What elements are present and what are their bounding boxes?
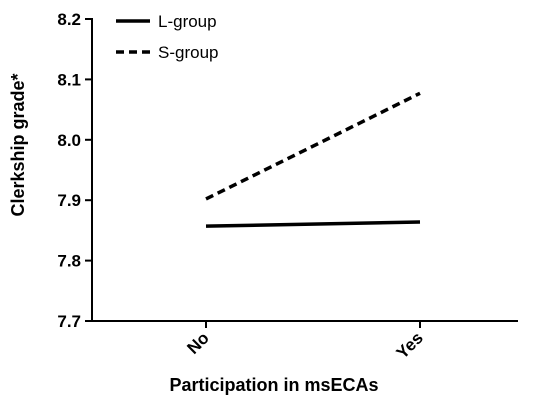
y-tick-label: 8.2 <box>57 10 81 29</box>
series-line-l-group <box>205 220 421 228</box>
y-axis-title: Clerkship grade* <box>8 73 28 216</box>
y-tick-label: 7.8 <box>57 252 81 271</box>
x-axis: No Yes <box>91 320 518 363</box>
series-line-s-group <box>205 91 421 201</box>
x-tick-label: Yes <box>393 328 427 362</box>
series-lines <box>205 91 421 228</box>
legend-label-s-group: S-group <box>158 43 218 62</box>
x-tick-label: No <box>183 328 212 357</box>
y-axis: 7.7 7.8 7.9 8.0 8.1 8.2 <box>57 10 93 331</box>
y-tick-label: 7.9 <box>57 191 81 210</box>
legend: L-group S-group <box>116 12 218 62</box>
y-tick-label: 8.1 <box>57 70 81 89</box>
y-tick-label: 7.7 <box>57 312 81 331</box>
x-axis-title: Participation in msECAs <box>169 375 378 395</box>
y-tick-label: 8.0 <box>57 131 81 150</box>
legend-label-l-group: L-group <box>158 12 217 31</box>
